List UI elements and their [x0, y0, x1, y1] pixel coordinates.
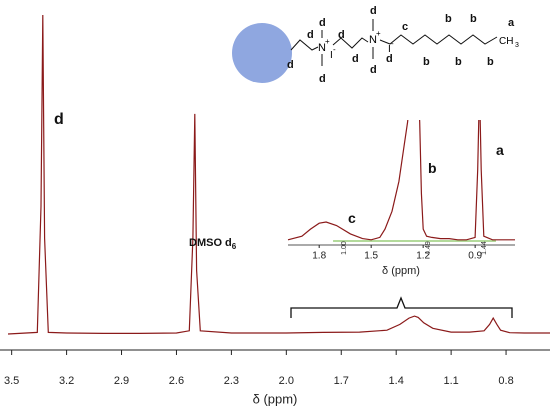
structure-label: d — [287, 59, 294, 71]
integral-label: 1.00 — [341, 241, 348, 255]
structure-label: - — [333, 45, 336, 54]
structure: d d d d d d d d d N + I - N + I - c b b … — [232, 5, 519, 85]
spectrum — [7, 14, 550, 335]
x-tick-label: 0.9 — [468, 251, 482, 262]
x-tick-label: 1.1 — [443, 375, 458, 387]
structure-label: d — [352, 53, 359, 65]
structure-label: N — [369, 34, 377, 46]
annotation: a — [496, 142, 504, 158]
bond — [290, 39, 319, 51]
structure-label: b — [445, 13, 452, 25]
structure-label: I — [388, 44, 391, 55]
particle — [232, 23, 292, 83]
structure-label: b — [470, 13, 477, 25]
structure-label: a — [508, 17, 515, 29]
x-tick-label: 3.2 — [59, 375, 74, 387]
structure-label: d — [307, 29, 314, 41]
annotation-subscript: 6 — [232, 242, 237, 251]
x-tick-label: 0.8 — [498, 375, 513, 387]
structure-label: + — [376, 29, 381, 38]
x-tick-label: 1.7 — [334, 375, 349, 387]
structure-label: d — [338, 29, 345, 41]
x-tick-label: 1.2 — [416, 251, 430, 262]
spectrum — [287, 120, 515, 241]
structure-label: - — [391, 39, 394, 48]
integral-label: 4.49 — [425, 241, 432, 255]
structure-label: d — [370, 64, 377, 76]
annotation-text: b — [428, 160, 437, 176]
x-axis-label: δ (ppm) — [382, 265, 420, 277]
bracket — [290, 296, 513, 318]
structure-label: b — [423, 56, 430, 68]
x-tick-label: 1.8 — [312, 251, 326, 262]
structure-label: 3 — [515, 42, 519, 49]
bond — [379, 34, 498, 45]
annotation: b — [428, 160, 437, 176]
x-tick-label: 2.0 — [279, 375, 294, 387]
structure-label: + — [325, 37, 330, 46]
structure-label: N — [318, 42, 326, 54]
annotation-text: c — [348, 210, 356, 226]
x-tick-label: 2.9 — [114, 375, 129, 387]
x-tick-label: 1.5 — [364, 251, 378, 262]
annotation: c — [348, 210, 356, 226]
annotation: DMSO d6 — [189, 237, 237, 251]
annotation: d — [54, 111, 64, 128]
structure-label: c — [402, 21, 408, 33]
annotation-text: DMSO d — [189, 237, 232, 249]
bond — [332, 37, 369, 49]
x-axis-label: δ (ppm) — [253, 391, 298, 406]
structure-label: d — [319, 73, 326, 85]
structure-label: d — [319, 17, 326, 29]
integral-label: 1.44 — [481, 241, 488, 255]
x-tick-label: 3.5 — [4, 375, 19, 387]
structure-label: b — [487, 56, 494, 68]
structure-label: d — [370, 5, 377, 17]
structure-label: CH — [499, 36, 513, 47]
structure-label: d — [386, 53, 393, 65]
x-tick-label: 2.3 — [224, 375, 239, 387]
annotation-text: a — [496, 142, 504, 158]
annotation-text: d — [54, 111, 64, 128]
x-tick-label: 2.6 — [169, 375, 184, 387]
x-tick-label: 1.4 — [389, 375, 404, 387]
structure-label: I — [330, 50, 333, 61]
structure-label: b — [455, 56, 462, 68]
